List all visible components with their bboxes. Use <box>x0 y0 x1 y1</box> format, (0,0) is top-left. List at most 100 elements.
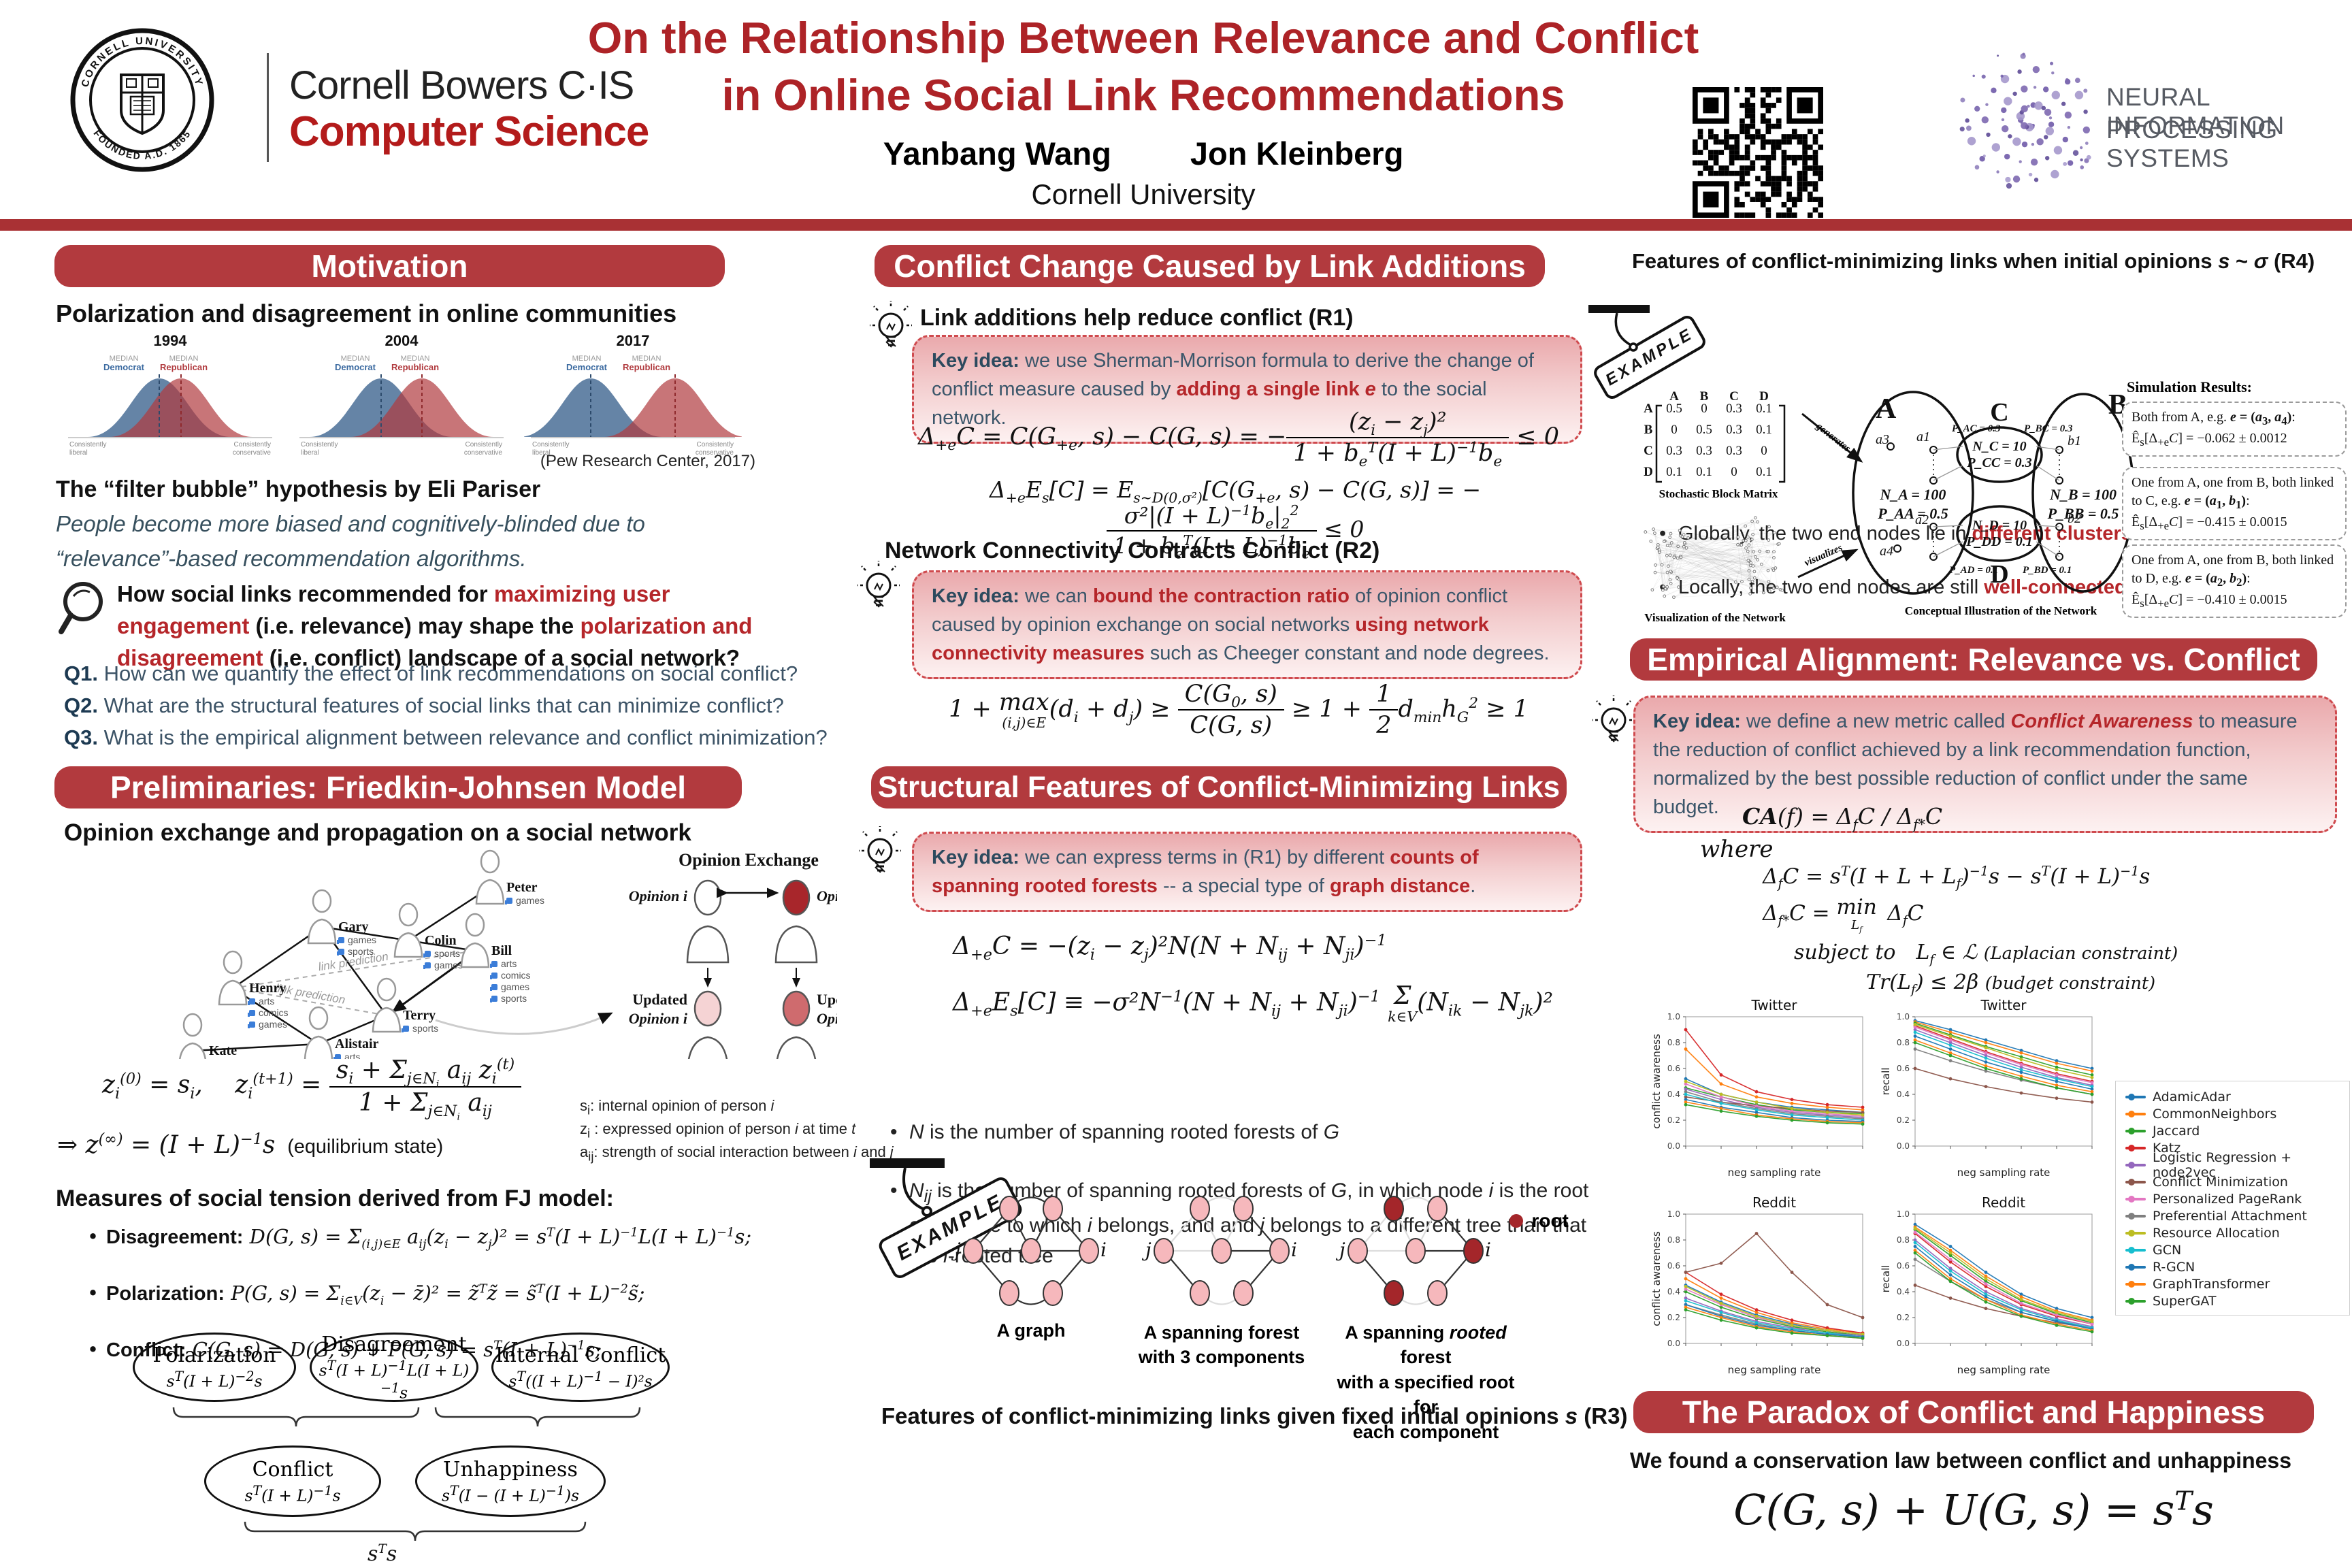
svg-text:games: games <box>259 1019 287 1030</box>
svg-text:b1: b1 <box>2068 434 2081 448</box>
svg-text:N_C = 10: N_C = 10 <box>1972 439 2026 454</box>
legend-marker-icon <box>2125 1263 2146 1271</box>
svg-text:0.3: 0.3 <box>1726 444 1742 458</box>
measure-polarization: Polarization: P(G, s) = Σi∈V(zi − z̄)² =… <box>82 1281 2352 1307</box>
network-visualization <box>1627 505 1803 612</box>
svg-text:Consistently: Consistently <box>301 441 338 448</box>
venn-internal-formula: sT((I + L)−1 − I)²s <box>508 1369 653 1391</box>
section-empirical: Empirical Alignment: Relevance vs. Confl… <box>1630 638 2317 681</box>
cornell-bowers-wordmark: Cornell Bowers C·IS <box>289 63 634 108</box>
svg-text:0.1: 0.1 <box>1756 423 1772 437</box>
venn-conflict-formula: sT(I + L)−1s <box>244 1482 341 1505</box>
equation-laplacian-constraint: subject to Lf ∈ ℒ (Laplacian constraint) <box>1794 941 2178 967</box>
social-network-figure: link prediction link prediction Peter games… <box>54 847 876 1075</box>
svg-text:P_BD = 0.1: P_BD = 0.1 <box>2023 565 2072 576</box>
svg-text:0.4: 0.4 <box>1667 1287 1680 1296</box>
r1-heading: Link additions help reduce conflict (R1) <box>920 305 1354 331</box>
svg-text:0.4: 0.4 <box>1897 1287 1910 1296</box>
sim-3-desc: One from A, one from B, both linked to D… <box>2132 553 2334 589</box>
measures-heading: Measures of social tension derived from … <box>56 1186 614 1211</box>
section-preliminaries: Preliminaries: Friedkin-Johnsen Model <box>54 766 742 808</box>
svg-text:sports: sports <box>412 1023 438 1034</box>
legend-item: R-GCN <box>2125 1258 2340 1275</box>
svg-text:0: 0 <box>1671 423 1678 437</box>
sim-2-value: Ês[Δ+eC] = −0.415 ± 0.0015 <box>2132 514 2287 532</box>
svg-text:0.8: 0.8 <box>1667 1235 1680 1245</box>
q1-label: Q1. <box>64 662 98 685</box>
filter-bubble-body: People become more biased and cognitivel… <box>56 511 645 572</box>
svg-text:Terry: Terry <box>403 1008 436 1023</box>
venn-disagreement-formula: sT(I + L)−1L(I + L)−1s <box>318 1357 470 1403</box>
venn-unhappiness-title: Unhappiness <box>443 1457 578 1482</box>
section-motivation: Motivation <box>54 245 725 287</box>
venn-unhappiness: Unhappiness sT(I − (I + L)−1)s <box>415 1446 606 1517</box>
legend-marker-icon <box>2125 1280 2146 1288</box>
q2-label: Q2. <box>64 693 98 717</box>
svg-text:MEDIAN: MEDIAN <box>632 355 662 363</box>
legend-item: Katz <box>2125 1139 2340 1156</box>
svg-text:a3: a3 <box>1876 432 1889 447</box>
fj-equation-1: zi(0) = si, zi(t+1) = si + Σj∈Ni aij zi(… <box>102 1056 522 1122</box>
sim-1-value: Ês[Δ+eC] = −0.062 ± 0.0012 <box>2132 430 2287 448</box>
svg-text:sports: sports <box>434 948 460 959</box>
computer-science-wordmark: Computer Science <box>289 108 649 155</box>
svg-text:0.8: 0.8 <box>1667 1038 1680 1047</box>
legend-item: SuperGAT <box>2125 1292 2340 1309</box>
svg-text:0.0: 0.0 <box>1897 1141 1910 1151</box>
svg-text:Democrat: Democrat <box>103 362 145 372</box>
svg-text:games: games <box>501 981 529 992</box>
legend-item: Personalized PageRank <box>2125 1190 2340 1207</box>
visualizes-arrow: visualizes <box>1797 542 1859 578</box>
svg-text:comics: comics <box>501 970 531 981</box>
svg-text:P_AC = 0.3: P_AC = 0.3 <box>1952 423 2001 434</box>
r4-bullet-1: Globally, the two end nodes lie in diffe… <box>1654 523 2352 545</box>
svg-text:C: C <box>1729 389 1739 404</box>
equation-r2: 1 + max (i,j)∈E (di + dj) ≥ C(G0, s) C(G, s… <box>949 681 1529 740</box>
sbm-matrix: A B C D A 0.5 0 0.3 0.1 B 0 0.5 0.3 0.1 C 0.3 0.3 0.3 0 D 0.… <box>1639 387 1799 489</box>
svg-text:liberal: liberal <box>532 449 551 457</box>
equation-budget-constraint: Tr(Lf) ≤ 2β (budget constraint) <box>1866 970 2156 997</box>
svg-text:Consistently: Consistently <box>697 441 734 448</box>
sim-result-box: One from A, one from B, both linked to C… <box>2122 467 2347 540</box>
chart-legend: AdamicAdar CommonNeighbors Jaccard Katz Logi… <box>2115 1081 2350 1316</box>
sim-result-box: One from A, one from B, both linked to D… <box>2122 544 2347 618</box>
q3-label: Q3. <box>64 725 98 749</box>
where-label: where <box>1700 836 1774 863</box>
svg-text:generates: generates <box>1814 421 1852 455</box>
venn-conflict: Conflict sT(I + L)−1s <box>204 1446 381 1517</box>
key-idea-1: Key idea: we use Sherman-Morrison formul… <box>912 335 1582 444</box>
svg-text:Consistently: Consistently <box>466 441 502 448</box>
svg-text:a4: a4 <box>1880 544 1893 559</box>
svg-text:2004: 2004 <box>385 335 419 349</box>
legend-item: Logistic Regression + node2vec <box>2125 1150 2340 1180</box>
svg-text:B: B <box>1700 389 1709 404</box>
svg-text:b2: b2 <box>2068 511 2081 526</box>
legend-item: CommonNeighbors <box>2125 1105 2340 1122</box>
svg-text:0.2: 0.2 <box>1897 1115 1910 1125</box>
fj-figure-heading: Opinion exchange and propagation on a so… <box>64 819 691 846</box>
logo-divider <box>267 53 269 162</box>
measure-disagreement: Disagreement: D(G, s) = Σ(i,j)∈E aij(zi … <box>82 1225 2352 1250</box>
svg-text:N_D = 10: N_D = 10 <box>1972 518 2027 533</box>
svg-text:MEDIAN: MEDIAN <box>401 355 430 363</box>
venn-polarization-formula: sT(I + L)−2s <box>166 1369 263 1391</box>
svg-text:j: j <box>1335 1239 1345 1261</box>
fj-note-2: zi : expressed opinion of person i at ti… <box>580 1120 856 1141</box>
svg-text:P_CC = 0.3: P_CC = 0.3 <box>1966 455 2031 470</box>
venn-braces <box>172 1407 641 1541</box>
venn-conflict-title: Conflict <box>252 1457 333 1482</box>
svg-text:a1: a1 <box>1916 429 1930 444</box>
svg-text:0.8: 0.8 <box>1897 1235 1910 1245</box>
legend-marker-icon <box>2125 1110 2146 1117</box>
ch-twitter-conflict-awareness: Twitter 0.0 0.2 0.4 0.6 0.8 1.0 conflict awaren… <box>1650 997 1872 1192</box>
question-q1: Q1. How can we quantify the effect of li… <box>64 662 798 686</box>
svg-text:N_A = 100: N_A = 100 <box>1880 486 1946 503</box>
poster-title-line2: in Online Social Link Recommendations <box>721 70 1565 120</box>
venn-internal-title: Internal Conflict <box>495 1343 666 1368</box>
section-structural: Structural Features of Conflict-Minimizi… <box>871 766 1567 808</box>
r3-heading: Features of conflict-minimizing links gi… <box>881 1403 1628 1428</box>
venn-disagreement-title: Disagreement <box>321 1332 467 1356</box>
root-dot-icon <box>1509 1214 1523 1228</box>
chart-twitter-recall: Twitter 0.0 0.2 0.4 0.6 0.8 1.0 recall neg sampl… <box>1880 997 2101 1192</box>
pew-figure: 1994 MEDIAN Democrat MEDIAN Republican Consis… <box>61 335 755 461</box>
